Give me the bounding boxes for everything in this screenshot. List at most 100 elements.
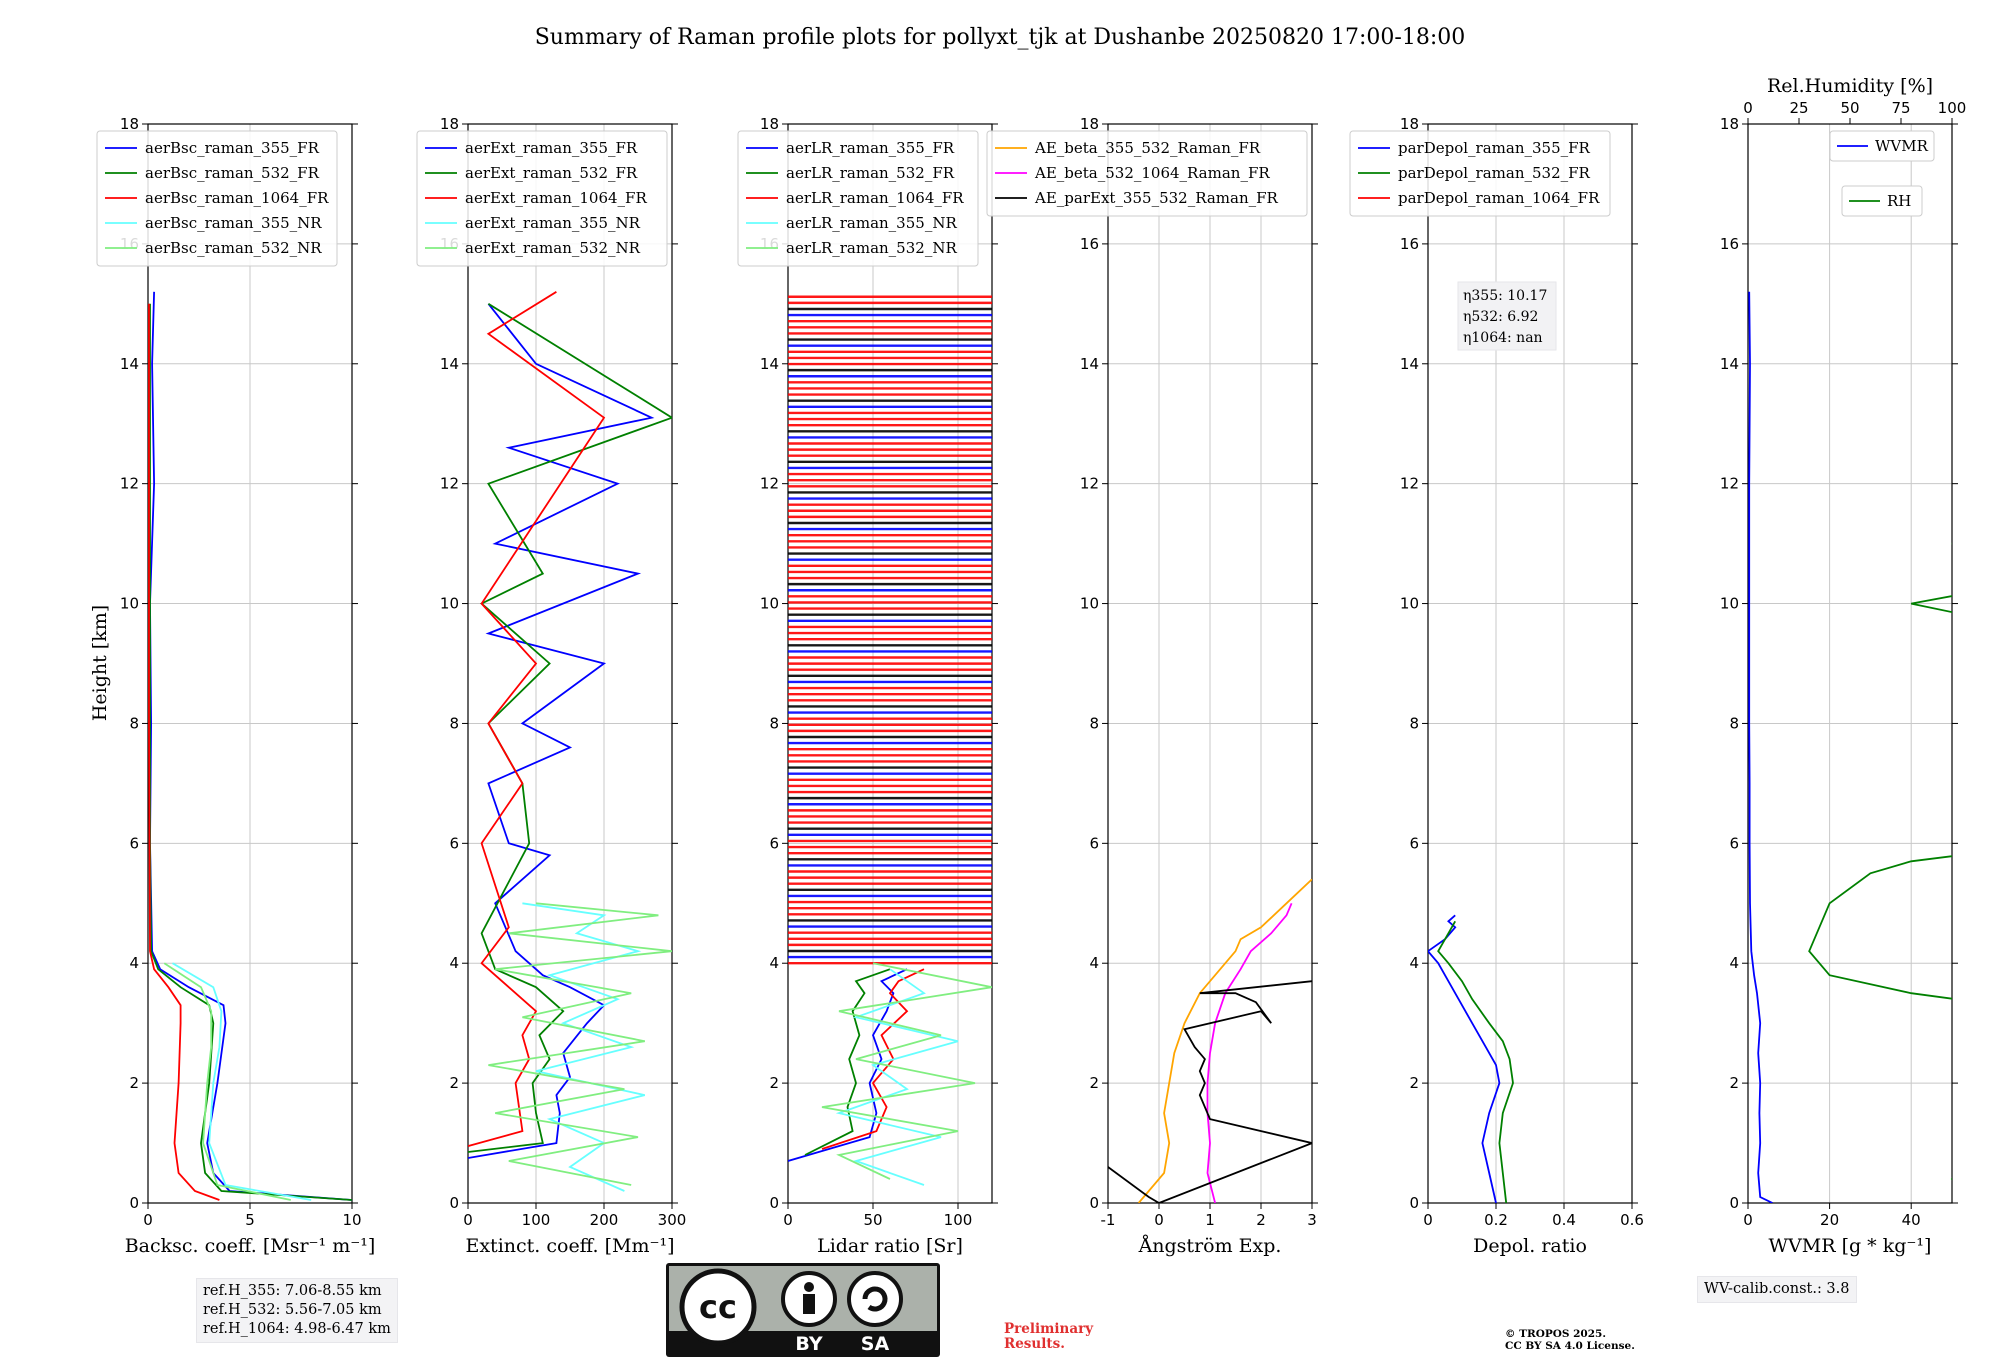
series-line-AE_parExt_355_532_Raman_FR	[1108, 980, 1312, 1203]
y-tick-label: 16	[1720, 235, 1739, 253]
cc-text: cc	[699, 1288, 737, 1326]
legend-entry: aerBsc_raman_532_NR	[145, 239, 322, 257]
x-tick-label: 0	[463, 1211, 473, 1229]
y-tick-label: 4	[449, 954, 459, 972]
y-tick-label: 10	[440, 595, 459, 613]
x-axis-label: WVMR [g * kg⁻¹]	[1769, 1235, 1932, 1257]
y-tick-label: 6	[449, 834, 459, 852]
x-tick-label: 1	[1205, 1211, 1215, 1229]
panel-1: 0246810121416180510Backsc. coeff. [Msr⁻¹…	[96, 115, 375, 1257]
y-tick-label: 18	[1720, 115, 1739, 133]
legend-entry: WVMR	[1875, 137, 1929, 155]
reference-height-box: ref.H_355: 7.06-8.55 km ref.H_532: 5.56-…	[196, 1278, 398, 1343]
series-line-aerBsc_raman_532_FR	[149, 303, 352, 1201]
copyright-line1: © TROPOS 2025.	[1505, 1328, 1607, 1340]
x-axis-label: Ångström Exp.	[1138, 1235, 1282, 1257]
legend-entry: AE_parExt_355_532_Raman_FR	[1034, 189, 1279, 207]
x-tick-label: 300	[658, 1211, 687, 1229]
y-tick-label: 14	[1080, 355, 1099, 373]
x-tick-label: 0	[783, 1211, 793, 1229]
y-tick-label: 2	[1089, 1074, 1099, 1092]
top-x-tick-label: 50	[1840, 99, 1859, 117]
series-line-aerBsc_raman_355_NR	[172, 962, 312, 1201]
x-tick-label: 3	[1307, 1211, 1317, 1229]
y-tick-label: 14	[1400, 355, 1419, 373]
y-tick-label: 12	[760, 475, 779, 493]
series-line-RH	[1808, 542, 1952, 1181]
y-tick-label: 6	[129, 834, 139, 852]
series-line-aerExt_raman_355_FR	[468, 303, 655, 1159]
legend-frame	[416, 130, 668, 267]
ref-h-355: ref.H_355: 7.06-8.55 km	[203, 1283, 382, 1299]
series-line-aerBsc_raman_355_FR	[149, 291, 352, 1201]
y-axis-label: Height [km]	[89, 605, 111, 721]
top-x-tick-label: 0	[1743, 99, 1753, 117]
y-tick-label: 16	[1400, 235, 1419, 253]
x-tick-label: 0.2	[1484, 1211, 1508, 1229]
panels: 0246810121416180510Backsc. coeff. [Msr⁻¹…	[89, 75, 1966, 1257]
y-tick-label: 2	[129, 1074, 139, 1092]
y-tick-label: 10	[760, 595, 779, 613]
legend: aerBsc_raman_355_FR aerBsc_raman_532_FRae…	[96, 130, 338, 267]
legend-entry: aerLR_raman_1064_FR	[786, 189, 964, 207]
annotation-line: η355: 10.17	[1463, 288, 1547, 304]
legend-entry: aerExt_raman_355_NR	[465, 214, 641, 232]
ref-h-532: ref.H_532: 5.56-7.05 km	[203, 1302, 382, 1318]
y-tick-label: 0	[449, 1194, 459, 1212]
y-tick-label: 10	[1720, 595, 1739, 613]
y-tick-label: 14	[120, 355, 139, 373]
y-tick-label: 18	[1080, 115, 1099, 133]
y-tick-label: 4	[1409, 954, 1419, 972]
x-tick-label: 0	[143, 1211, 153, 1229]
x-tick-label: 200	[590, 1211, 619, 1229]
x-axis-label: Extinct. coeff. [Mm⁻¹]	[465, 1235, 674, 1257]
series-line-aerExt_raman_532_NR	[488, 902, 672, 1186]
x-tick-label: 0	[1743, 1211, 1753, 1229]
by-text: BY	[795, 1333, 822, 1355]
y-tick-label: 12	[1720, 475, 1739, 493]
legend: aerLR_raman_355_FR aerLR_raman_532_FR aerL…	[737, 130, 979, 267]
series-line-aerLR_raman_355_FR	[788, 968, 908, 1162]
y-tick-label: 8	[1409, 714, 1419, 732]
ref-h-1064: ref.H_1064: 4.98-6.47 km	[203, 1321, 391, 1337]
x-tick-label: 10	[342, 1211, 361, 1229]
series-line-AE_beta_355_532_Raman_FR	[1137, 878, 1312, 1203]
x-tick-label: -1	[1101, 1211, 1116, 1229]
y-tick-label: 0	[1409, 1194, 1419, 1212]
preliminary-note: Preliminary Results.	[1004, 1322, 1093, 1352]
legend-entry: aerBsc_raman_355_FR	[145, 139, 320, 157]
legend-frame	[1349, 130, 1611, 217]
legend-entry: aerBsc_raman_532_FR	[145, 164, 320, 182]
legend-entry: aerBsc_raman_355_NR	[145, 214, 322, 232]
series-line-aerExt_raman_355_NR	[522, 902, 646, 1192]
y-tick-label: 0	[769, 1194, 779, 1212]
series-line-parDepol_raman_355_FR	[1428, 914, 1501, 1203]
legend-entry: aerExt_raman_532_FR	[465, 164, 638, 182]
panel-3: 024681012141618050100Lidar ratio [Sr]aer…	[737, 115, 998, 1257]
legend-entry: AE_beta_532_1064_Raman_FR	[1034, 164, 1270, 182]
series-line-aerLR_raman_532_FR	[804, 968, 891, 1156]
y-tick-label: 4	[769, 954, 779, 972]
depol-annotation: η355: 10.17 η532: 6.92 η1064: nan	[1457, 281, 1557, 351]
plot-frame	[1747, 123, 1953, 1204]
top-x-axis-label: Rel.Humidity [%]	[1767, 75, 1933, 97]
y-tick-label: 10	[1080, 595, 1099, 613]
legend-frame	[1841, 185, 1923, 217]
y-tick-label: 6	[1089, 834, 1099, 852]
plot-frame	[467, 123, 673, 1204]
legend-frame	[96, 130, 338, 267]
series-line-aerExt_raman_532_FR	[468, 303, 672, 1153]
y-tick-label: 12	[1080, 475, 1099, 493]
legend-entry: aerLR_raman_532_FR	[786, 164, 955, 182]
series-line-WVMR	[1748, 291, 1773, 1203]
legend-entry: aerExt_raman_355_FR	[465, 139, 638, 157]
legend-entry: parDepol_raman_355_FR	[1398, 139, 1591, 157]
y-tick-label: 14	[760, 355, 779, 373]
x-axis-label: Depol. ratio	[1473, 1235, 1587, 1257]
legend-entry: aerLR_raman_355_NR	[786, 214, 957, 232]
x-tick-label: 2	[1256, 1211, 1266, 1229]
x-tick-label: 0.4	[1552, 1211, 1576, 1229]
y-tick-label: 14	[440, 355, 459, 373]
x-tick-label: 100	[944, 1211, 973, 1229]
